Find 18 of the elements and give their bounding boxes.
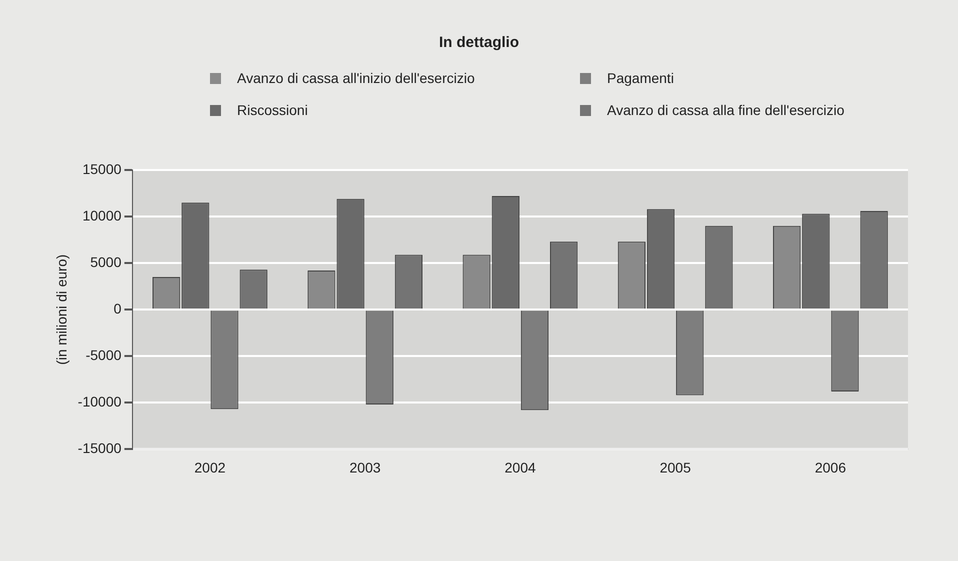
y-tick-label: 15000 xyxy=(82,160,122,177)
x-tick-label: 2006 xyxy=(814,459,846,476)
legend-label: Riscossioni xyxy=(237,102,308,118)
x-tick-label: 2004 xyxy=(504,459,536,476)
y-tick-label: -10000 xyxy=(78,394,122,410)
y-axis-title: (in milioni di euro) xyxy=(53,254,70,365)
y-tick-label: 10000 xyxy=(82,207,122,224)
y-tick-label: 5000 xyxy=(90,254,122,270)
legend-label: Avanzo di cassa all'inizio dell'esercizio xyxy=(237,70,475,86)
x-tick-label: 2005 xyxy=(660,459,692,476)
chart-title: In dettaglio xyxy=(438,34,520,51)
y-tick-label: -5000 xyxy=(86,346,122,363)
y-tick-label: 0 xyxy=(114,300,122,316)
y-tick-label: -15000 xyxy=(78,440,122,456)
x-tick-label: 2003 xyxy=(349,459,381,476)
x-tick-label: 2002 xyxy=(194,459,226,476)
legend-label: Pagamenti xyxy=(607,70,674,86)
legend-label: Avanzo di cassa alla fine dell'esercizio xyxy=(607,102,844,118)
